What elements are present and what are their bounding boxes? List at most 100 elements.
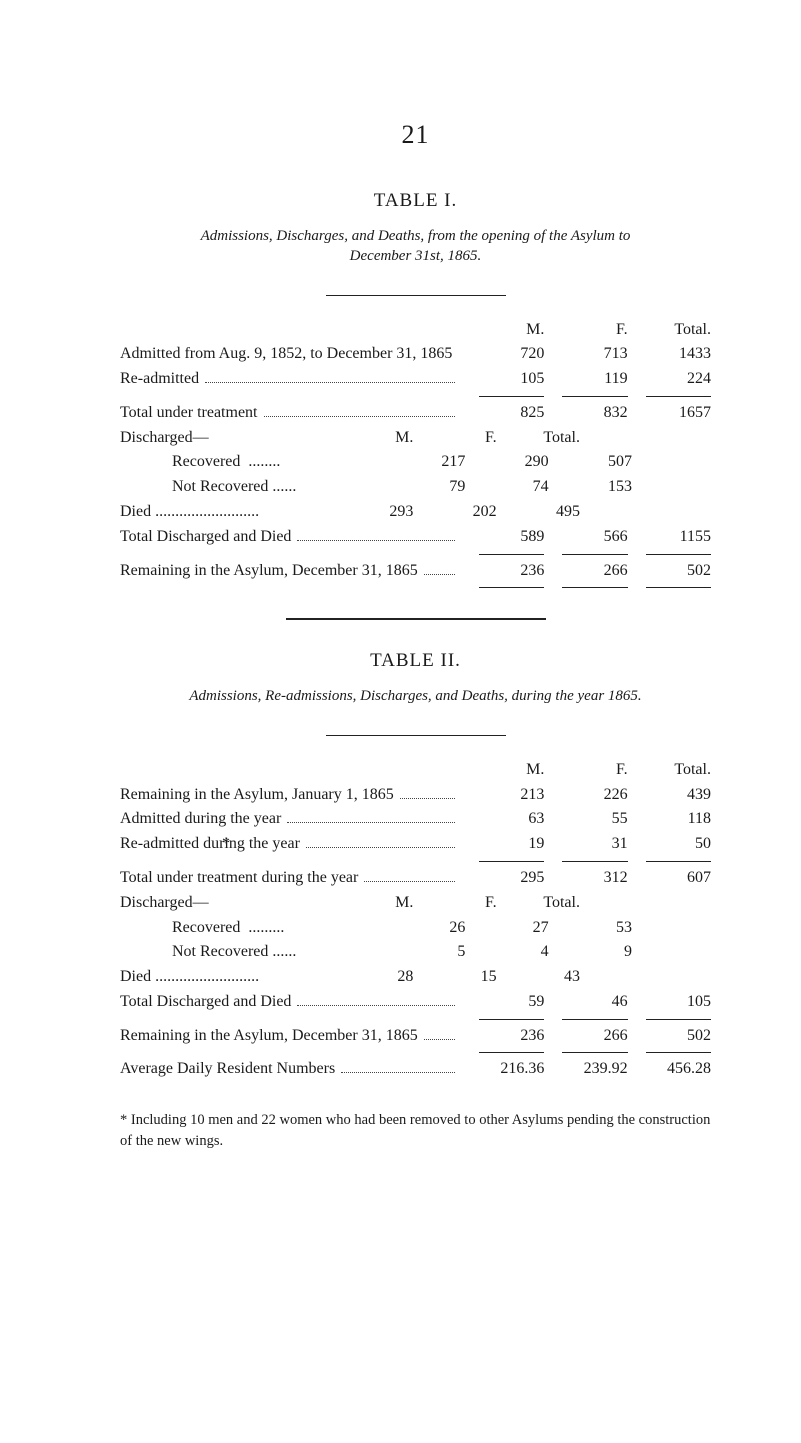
col-f: F. — [544, 318, 627, 343]
dots: .......................... — [155, 968, 259, 985]
cell: 79 — [382, 475, 465, 500]
cell: 439 — [628, 783, 711, 808]
table-2-title: TABLE II. — [120, 650, 711, 672]
row-remaining: Remaining in the Asylum, December 31, 18… — [120, 559, 711, 584]
row-readmitted-year: * Re-admitted during the year 19 31 50 — [120, 832, 711, 857]
cell: 607 — [628, 866, 711, 891]
cell: 9 — [549, 940, 632, 965]
row-total-dd: Total Discharged and Died 589 566 1155 — [120, 525, 711, 550]
sub-col-m: M. — [330, 891, 413, 916]
cell: 28 — [330, 965, 413, 990]
cell: 825 — [461, 401, 544, 426]
table-2-column-heads: M. F. Total. — [120, 758, 711, 783]
died-label: Died — [120, 503, 151, 520]
cell: 216.36 — [461, 1057, 544, 1082]
cell: 59 — [461, 990, 544, 1015]
divider — [326, 735, 506, 736]
row-average: Average Daily Resident Numbers 216.36 23… — [120, 1057, 711, 1082]
sub-col-f: F. — [413, 891, 496, 916]
dots: ......... — [244, 919, 284, 936]
col-f: F. — [544, 758, 627, 783]
cell: 495 — [497, 500, 580, 525]
cell: 4 — [465, 940, 548, 965]
row-readmitted: Re-admitted 105 119 224 — [120, 367, 711, 392]
cell: 118 — [628, 807, 711, 832]
cell: 832 — [544, 401, 627, 426]
sub-col-total: Total. — [497, 891, 580, 916]
cell: 5 — [382, 940, 465, 965]
cell: 713 — [544, 342, 627, 367]
sub-col-f: F. — [413, 426, 496, 451]
row-admitted-year: Admitted during the year 63 55 118 — [120, 807, 711, 832]
cell: 213 — [461, 783, 544, 808]
cell: 43 — [497, 965, 580, 990]
cell: 53 — [549, 916, 632, 941]
cell: 119 — [544, 367, 627, 392]
total-under-year-label: Total under treatment during the year — [120, 866, 358, 891]
cell: 74 — [465, 475, 548, 500]
cell: 105 — [628, 990, 711, 1015]
row-recovered-2: Recovered ......... 26 27 53 — [120, 916, 711, 941]
cell: 1657 — [628, 401, 711, 426]
readmitted-label: Re-admitted — [120, 367, 199, 392]
cell: 293 — [330, 500, 413, 525]
cell: 502 — [628, 1024, 711, 1049]
col-total: Total. — [628, 758, 711, 783]
admitted-year-label: Admitted during the year — [120, 807, 281, 832]
discharged-label: Discharged— — [120, 426, 330, 451]
col-m: M. — [461, 318, 544, 343]
table-1-column-heads: M. F. Total. — [120, 318, 711, 343]
table-1-subtitle-line-1: Admissions, Discharges, and Deaths, from… — [201, 228, 631, 244]
row-remaining-dec: Remaining in the Asylum, December 31, 18… — [120, 1024, 711, 1049]
total-dd-label: Total Discharged and Died — [120, 990, 291, 1015]
cell: 27 — [465, 916, 548, 941]
discharged-label: Discharged— — [120, 891, 330, 916]
cell: 507 — [549, 450, 632, 475]
footnote: * Including 10 men and 22 women who had … — [120, 1110, 711, 1152]
cell: 236 — [461, 1024, 544, 1049]
footnote-asterisk: * — [222, 832, 230, 857]
sub-col-total: Total. — [497, 426, 580, 451]
admitted-label: Admitted from Aug. 9, 1852, to December … — [120, 342, 452, 367]
blank — [120, 758, 330, 783]
readmitted-year-label: Re-admitted during the year — [120, 832, 300, 857]
not-recovered-label: Not Recovered — [172, 478, 268, 495]
died-label: Died — [120, 968, 151, 985]
cell: 720 — [461, 342, 544, 367]
average-label: Average Daily Resident Numbers — [120, 1057, 335, 1082]
cell: 217 — [382, 450, 465, 475]
remaining-dec-label: Remaining in the Asylum, December 31, 18… — [120, 1024, 418, 1049]
remaining-jan-label: Remaining in the Asylum, January 1, 1865 — [120, 783, 394, 808]
cell: 50 — [628, 832, 711, 857]
cell: 226 — [544, 783, 627, 808]
row-not-recovered-2: Not Recovered ...... 5 4 9 — [120, 940, 711, 965]
recovered-label: Recovered — [172, 453, 240, 470]
divider — [326, 295, 506, 296]
cell: 202 — [413, 500, 496, 525]
cell: 266 — [544, 1024, 627, 1049]
table-1-title: TABLE I. — [120, 190, 711, 212]
dots: ...... — [272, 943, 296, 960]
row-remaining-jan: Remaining in the Asylum, January 1, 1865… — [120, 783, 711, 808]
total-dd-label: Total Discharged and Died — [120, 525, 291, 550]
sub-col-m: M. — [330, 426, 413, 451]
page-number: 21 — [120, 120, 711, 150]
cell: 55 — [544, 807, 627, 832]
dots: ...... — [272, 478, 296, 495]
row-total-dd-2: Total Discharged and Died 59 46 105 — [120, 990, 711, 1015]
dots: ........ — [244, 453, 280, 470]
page: 21 TABLE I. Admissions, Discharges, and … — [0, 0, 801, 1443]
cell: 236 — [461, 559, 544, 584]
table-1-subtitle: Admissions, Discharges, and Deaths, from… — [120, 226, 711, 267]
col-total: Total. — [628, 318, 711, 343]
not-recovered-label: Not Recovered — [172, 943, 268, 960]
cell: 312 — [544, 866, 627, 891]
col-m: M. — [461, 758, 544, 783]
row-discharged-head: Discharged— M. F. Total. — [120, 426, 711, 451]
cell: 1155 — [628, 525, 711, 550]
cell: 19 — [461, 832, 544, 857]
cell: 502 — [628, 559, 711, 584]
cell: 26 — [382, 916, 465, 941]
cell: 266 — [544, 559, 627, 584]
cell: 566 — [544, 525, 627, 550]
